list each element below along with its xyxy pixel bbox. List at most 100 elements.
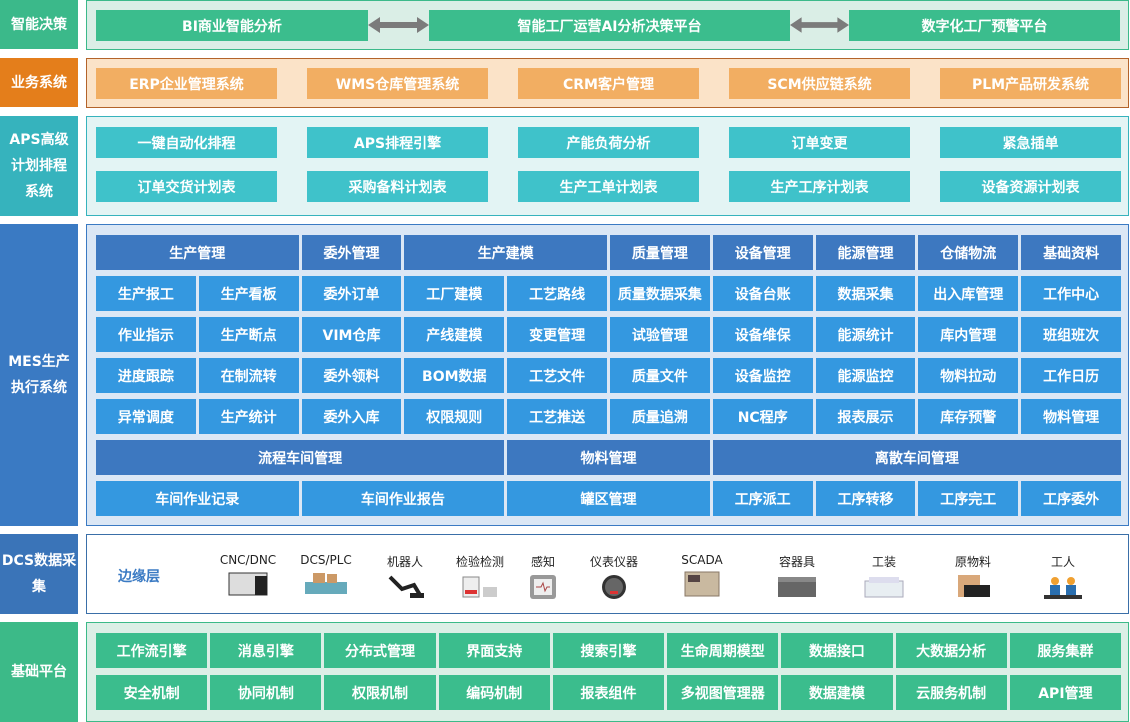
mes-function-item[interactable]: 试验管理 [610,317,710,352]
foundation-item[interactable]: 搜索引擎 [552,633,665,668]
business-item[interactable]: PLM产品研发系统 [940,68,1121,99]
mes-function-item[interactable]: 质量文件 [610,358,710,393]
mes-module-header[interactable]: 物料管理 [507,440,710,475]
mes-function-item[interactable]: 变更管理 [507,317,607,352]
foundation-item[interactable]: 工作流引擎 [96,633,208,668]
mes-module-header[interactable]: 基础资料 [1021,235,1121,270]
business-item[interactable]: WMS仓库管理系统 [307,68,488,99]
cnc-machine-icon [228,572,268,596]
business-item[interactable]: ERP企业管理系统 [96,68,277,99]
foundation-item[interactable]: 安全机制 [96,675,208,710]
aps-item[interactable]: APS排程引擎 [307,127,488,158]
mes-module-header[interactable]: 流程车间管理 [96,440,505,475]
mes-function-item[interactable]: VIM仓库 [301,317,402,352]
aps-item[interactable]: 紧急插单 [940,127,1121,158]
business-item[interactable]: SCM供应链系统 [729,68,910,99]
mes-function-item[interactable]: 库内管理 [918,317,1019,352]
mes-function-item[interactable]: 工序转移 [815,481,916,516]
mes-function-item[interactable]: 班组班次 [1021,317,1121,352]
mes-function-item[interactable]: 工序派工 [712,481,813,516]
mes-module-header[interactable]: 离散车间管理 [712,440,1121,475]
mes-function-item[interactable]: 出入库管理 [918,276,1019,311]
mes-function-item[interactable]: 生产统计 [198,399,299,434]
mes-function-item[interactable]: 数据采集 [815,276,916,311]
mes-module-header[interactable]: 委外管理 [301,235,402,270]
mes-function-item[interactable]: BOM数据 [404,358,505,393]
foundation-item[interactable]: 消息引擎 [210,633,322,668]
mes-function-item[interactable]: 生产断点 [198,317,299,352]
mes-module-header[interactable]: 质量管理 [610,235,710,270]
aps-item[interactable]: 订单变更 [729,127,910,158]
mes-function-item[interactable]: 库存预警 [918,399,1019,434]
foundation-item[interactable]: 云服务机制 [895,675,1007,710]
layer-label-business: 业务系统 [0,58,78,107]
foundation-item[interactable]: 编码机制 [438,675,550,710]
mes-function-item[interactable]: 产线建模 [404,317,505,352]
foundation-item[interactable]: 权限机制 [324,675,436,710]
decision-item[interactable]: BI商业智能分析 [96,10,368,41]
mes-module-header[interactable]: 生产管理 [96,235,299,270]
decision-item[interactable]: 数字化工厂预警平台 [849,10,1120,41]
mes-function-item[interactable]: 在制流转 [198,358,299,393]
mes-function-item[interactable]: 异常调度 [96,399,196,434]
aps-item[interactable]: 一键自动化排程 [96,127,277,158]
mes-function-item[interactable]: 车间作业记录 [96,481,299,516]
aps-item[interactable]: 生产工单计划表 [518,171,699,202]
foundation-item[interactable]: 报表组件 [552,675,665,710]
foundation-item[interactable]: 协同机制 [210,675,322,710]
mes-function-item[interactable]: 工艺推送 [507,399,607,434]
mes-function-item[interactable]: 权限规则 [404,399,505,434]
edge-device: 仪表仪器 [574,553,654,601]
mes-function-item[interactable]: 作业指示 [96,317,196,352]
mes-function-item[interactable]: 设备监控 [712,358,813,393]
mes-function-item[interactable]: 工作日历 [1021,358,1121,393]
mes-function-item[interactable]: 质量数据采集 [610,276,710,311]
foundation-item[interactable]: 数据建模 [781,675,893,710]
mes-function-item[interactable]: 生产报工 [96,276,196,311]
foundation-item[interactable]: 服务集群 [1009,633,1121,668]
mes-function-item[interactable]: 能源监控 [815,358,916,393]
foundation-item[interactable]: 多视图管理器 [667,675,779,710]
aps-item[interactable]: 生产工序计划表 [729,171,910,202]
aps-item[interactable]: 采购备料计划表 [307,171,488,202]
business-item[interactable]: CRM客户管理 [518,68,699,99]
mes-function-item[interactable]: 生产看板 [198,276,299,311]
mes-function-item[interactable]: 委外入库 [301,399,402,434]
mes-function-item[interactable]: 报表展示 [815,399,916,434]
aps-item[interactable]: 设备资源计划表 [940,171,1121,202]
mes-function-item[interactable]: 能源统计 [815,317,916,352]
mes-module-header[interactable]: 仓储物流 [918,235,1019,270]
edge-device-label: CNC/DNC [219,553,277,567]
mes-module-header[interactable]: 设备管理 [712,235,813,270]
mes-function-item[interactable]: 工作中心 [1021,276,1121,311]
mes-function-item[interactable]: 罐区管理 [507,481,710,516]
mes-function-item[interactable]: 委外领料 [301,358,402,393]
mes-function-item[interactable]: NC程序 [712,399,813,434]
mes-function-item[interactable]: 设备台账 [712,276,813,311]
foundation-item[interactable]: 数据接口 [781,633,893,668]
mes-function-item[interactable]: 车间作业报告 [301,481,505,516]
layer-label-mes: MES生产执行系统 [0,224,78,526]
mes-function-item[interactable]: 工艺路线 [507,276,607,311]
mes-module-header[interactable]: 生产建模 [404,235,607,270]
mes-function-item[interactable]: 物料管理 [1021,399,1121,434]
mes-function-item[interactable]: 工序委外 [1021,481,1121,516]
mes-function-item[interactable]: 质量追溯 [610,399,710,434]
decision-item[interactable]: 智能工厂运营AI分析决策平台 [429,10,790,41]
mes-function-item[interactable]: 委外订单 [301,276,402,311]
mes-function-item[interactable]: 工序完工 [918,481,1019,516]
mes-module-header[interactable]: 能源管理 [815,235,916,270]
foundation-item[interactable]: 分布式管理 [324,633,436,668]
foundation-item[interactable]: 生命周期模型 [667,633,779,668]
aps-item[interactable]: 产能负荷分析 [518,127,699,158]
foundation-item[interactable]: API管理 [1009,675,1121,710]
aps-item[interactable]: 订单交货计划表 [96,171,277,202]
mes-function-item[interactable]: 设备维保 [712,317,813,352]
mes-function-item[interactable]: 工厂建模 [404,276,505,311]
layer-label-dcs: DCS数据采集 [0,534,78,614]
foundation-item[interactable]: 界面支持 [438,633,550,668]
mes-function-item[interactable]: 物料拉动 [918,358,1019,393]
mes-function-item[interactable]: 进度跟踪 [96,358,196,393]
mes-function-item[interactable]: 工艺文件 [507,358,607,393]
foundation-item[interactable]: 大数据分析 [895,633,1007,668]
